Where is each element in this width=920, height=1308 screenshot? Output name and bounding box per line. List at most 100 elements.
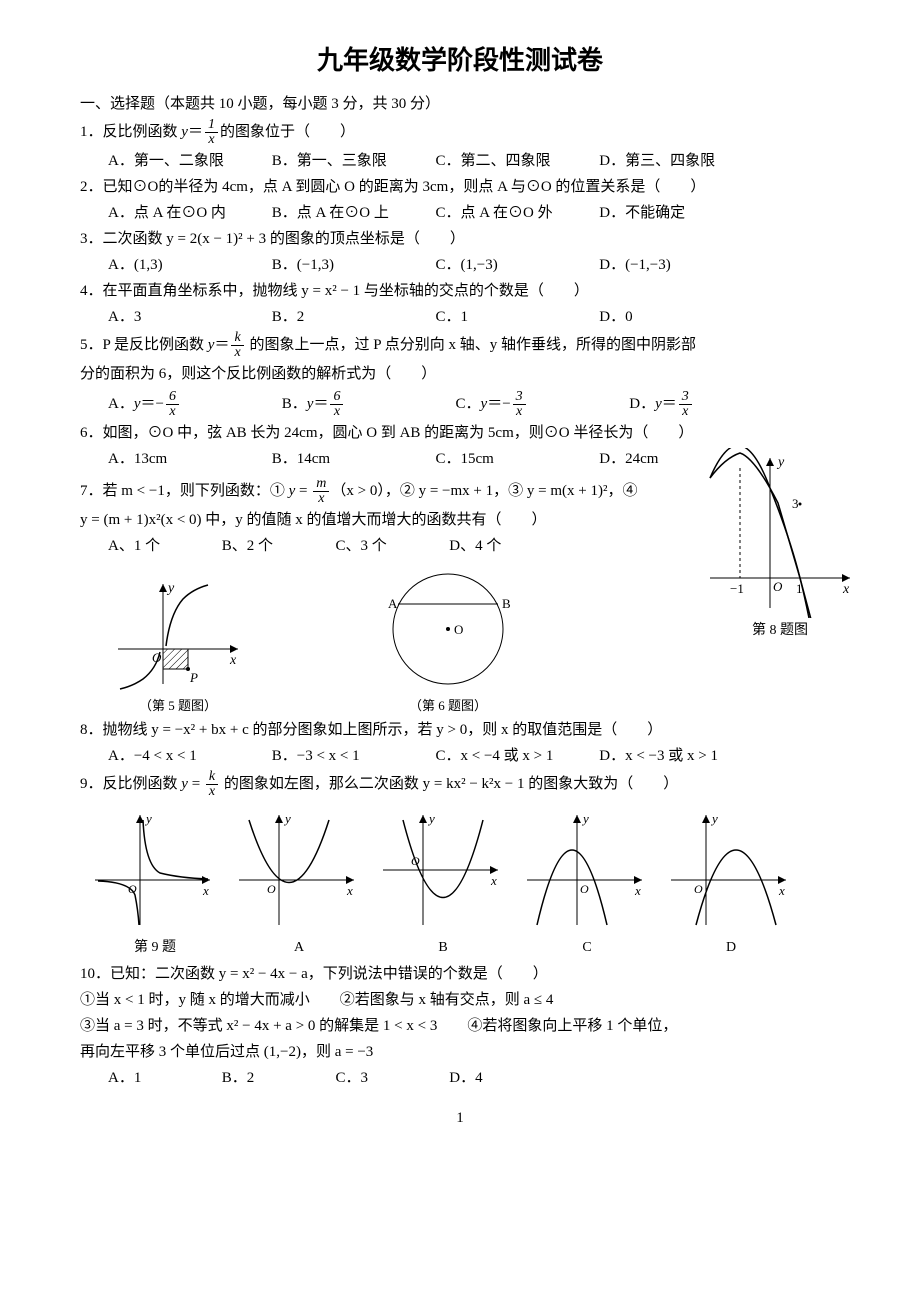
q3-opt-d: D．(−1,−3) (599, 253, 749, 277)
q8-opt-b: B．−3 < x < 1 (272, 744, 422, 768)
q1-stem-b: 的图象位于（ ） (220, 124, 355, 140)
q9-b-cap: B (378, 937, 508, 959)
figure-q9-left: O x y 第 9 题 (90, 805, 220, 959)
q3-options: A．(1,3) B．(−1,3) C．(1,−3) D．(−1,−3) (108, 253, 840, 277)
q9-c-cap: C (522, 937, 652, 959)
q2-options: A．点 A 在⊙O 内 B．点 A 在⊙O 上 C．点 A 在⊙O 外 D．不能… (108, 201, 840, 225)
q9-a-cap: A (234, 937, 364, 959)
figure-q9-d: O x y D (666, 805, 796, 959)
q3-opt-b: B．(−1,3) (272, 253, 422, 277)
svg-text:−1: −1 (730, 581, 744, 596)
q1-options: A．第一、二象限 B．第一、三象限 C．第二、四象限 D．第三、四象限 (108, 149, 840, 173)
question-2: 2．已知⊙O的半径为 4cm，点 A 到圆心 O 的距离为 3cm，则点 A 与… (80, 175, 840, 199)
svg-text:A: A (388, 596, 398, 611)
q10-opt-c: C．3 (336, 1066, 436, 1090)
question-10: 10．已知：二次函数 y = x² − 4x − a，下列说法中错误的个数是（ … (80, 962, 840, 986)
svg-text:x: x (229, 653, 237, 668)
svg-text:O: O (152, 650, 162, 665)
page-number: 1 (80, 1106, 840, 1130)
svg-text:O: O (454, 622, 463, 637)
q10-l2: ③当 a = 3 时，不等式 x² − 4x + a > 0 的解集是 1 < … (80, 1014, 840, 1038)
q4-opt-b: B．2 (272, 305, 422, 329)
svg-text:O: O (580, 882, 589, 896)
svg-text:y: y (710, 811, 718, 826)
question-1: 1．反比例函数 y＝1x的图象位于（ ） (80, 118, 840, 147)
fig8-caption: 第 8 题图 (700, 620, 860, 642)
q9-d-cap: D (666, 937, 796, 959)
q1-opt-d: D．第三、四象限 (599, 149, 749, 173)
q10-l1: ①当 x < 1 时，y 随 x 的增大而减小 ②若图象与 x 轴有交点，则 a… (80, 988, 840, 1012)
svg-text:x: x (842, 582, 850, 597)
q5-stem-a: 5．P 是反比例函数 (80, 337, 208, 353)
q8-opt-d: D．x < −3 或 x > 1 (599, 744, 749, 768)
svg-text:O: O (267, 882, 276, 896)
q1-frac-d: x (205, 133, 218, 147)
q2-opt-d: D．不能确定 (599, 201, 749, 225)
svg-text:3: 3 (792, 496, 799, 511)
figure-q6: A B O （第 6 题图） (368, 564, 528, 717)
q5-opt-b: B．y＝6x (282, 390, 442, 419)
q5-opt-a: A．y＝−6x (108, 390, 268, 419)
question-4: 4．在平面直角坐标系中，抛物线 y = x² − 1 与坐标轴的交点的个数是（ … (80, 279, 840, 303)
q5-opt-d: D．y＝3x (629, 390, 789, 419)
q7-opt-b: B、2 个 (222, 534, 322, 558)
question-5: 5．P 是反比例函数 y＝kx 的图象上一点，过 P 点分别向 x 轴、y 轴作… (80, 331, 840, 360)
q7-opt-a: A、1 个 (108, 534, 208, 558)
q7-stem-a: 7．若 m < −1，则下列函数：① (80, 483, 289, 499)
q5-stem-b: 的图象上一点，过 P 点分别向 x 轴、y 轴作垂线，所得的图中阴影部 (246, 337, 696, 353)
question-8: 8．抛物线 y = −x² + bx + c 的部分图象如上图所示，若 y > … (80, 718, 840, 742)
q1-opt-c: C．第二、四象限 (436, 149, 586, 173)
q1-frac-n: 1 (205, 118, 218, 133)
q9-stem-a: 9．反比例函数 (80, 776, 181, 792)
svg-text:O: O (773, 579, 783, 594)
svg-text:B: B (502, 596, 511, 611)
q10-opt-b: B．2 (222, 1066, 322, 1090)
svg-text:y: y (144, 811, 152, 826)
svg-text:x: x (634, 883, 641, 898)
q10-opt-a: A．1 (108, 1066, 208, 1090)
figure-q9-c: O x y C (522, 805, 652, 959)
q8-options: A．−4 < x < 1 B．−3 < x < 1 C．x < −4 或 x >… (108, 744, 840, 768)
svg-text:x: x (202, 883, 209, 898)
figure-q5: O P x y （第 5 题图） (108, 574, 248, 717)
q3-opt-c: C．(1,−3) (436, 253, 586, 277)
q8-opt-a: A．−4 < x < 1 (108, 744, 258, 768)
q4-opt-a: A．3 (108, 305, 258, 329)
question-9: 9．反比例函数 y = kx 的图象如左图，那么二次函数 y = kx² − k… (80, 770, 840, 799)
q9-left-cap: 第 9 题 (90, 937, 220, 959)
svg-text:y: y (427, 811, 435, 826)
q8-opt-c: C．x < −4 或 x > 1 (436, 744, 586, 768)
svg-text:y: y (776, 455, 785, 470)
q5-opt-c: C．y＝−3x (456, 390, 616, 419)
q6-opt-a: A．13cm (108, 447, 258, 471)
fig5-caption: （第 5 题图） (108, 696, 248, 717)
q7-line2: y = (m + 1)x²(x < 0) 中，y 的值随 x 的值增大而增大的函… (80, 508, 840, 532)
q10-options: A．1 B．2 C．3 D．4 (108, 1066, 840, 1090)
svg-text:1: 1 (796, 581, 803, 596)
fig6-caption: （第 6 题图） (368, 696, 528, 717)
q10-l3: 再向左平移 3 个单位后过点 (1,−2)，则 a = −3 (80, 1040, 840, 1064)
svg-text:x: x (346, 883, 353, 898)
q9-frac-d: x (206, 785, 218, 799)
q4-options: A．3 B．2 C．1 D．0 (108, 305, 840, 329)
q6-opt-c: C．15cm (436, 447, 586, 471)
q2-opt-a: A．点 A 在⊙O 内 (108, 201, 258, 225)
q4-opt-c: C．1 (436, 305, 586, 329)
svg-text:O: O (128, 882, 137, 896)
svg-text:x: x (490, 873, 497, 888)
svg-text:y: y (581, 811, 589, 826)
q5-frac-n: k (231, 331, 243, 346)
svg-text:x: x (778, 883, 785, 898)
q5-stem-c: 分的面积为 6，则这个反比例函数的解析式为（ ） (80, 362, 840, 386)
svg-text:O: O (411, 854, 420, 868)
q9-stem-b: 的图象如左图，那么二次函数 y = kx² − k²x − 1 的图象大致为（ … (220, 776, 678, 792)
q7-opt-c: C、3 个 (336, 534, 436, 558)
q2-opt-c: C．点 A 在⊙O 外 (436, 201, 586, 225)
figure-row-9: O x y 第 9 题 O x y A O x y B (90, 805, 840, 959)
question-6: 6．如图，⊙O 中，弦 AB 长为 24cm，圆心 O 到 AB 的距离为 5c… (80, 421, 840, 445)
svg-text:y: y (166, 581, 175, 596)
q7-stem-b: （x > 0），② y = −mx + 1，③ y = m(x + 1)²，④ (331, 483, 637, 499)
q3-opt-a: A．(1,3) (108, 253, 258, 277)
q9-frac-n: k (206, 770, 218, 785)
q7-frac-n: m (313, 477, 329, 492)
